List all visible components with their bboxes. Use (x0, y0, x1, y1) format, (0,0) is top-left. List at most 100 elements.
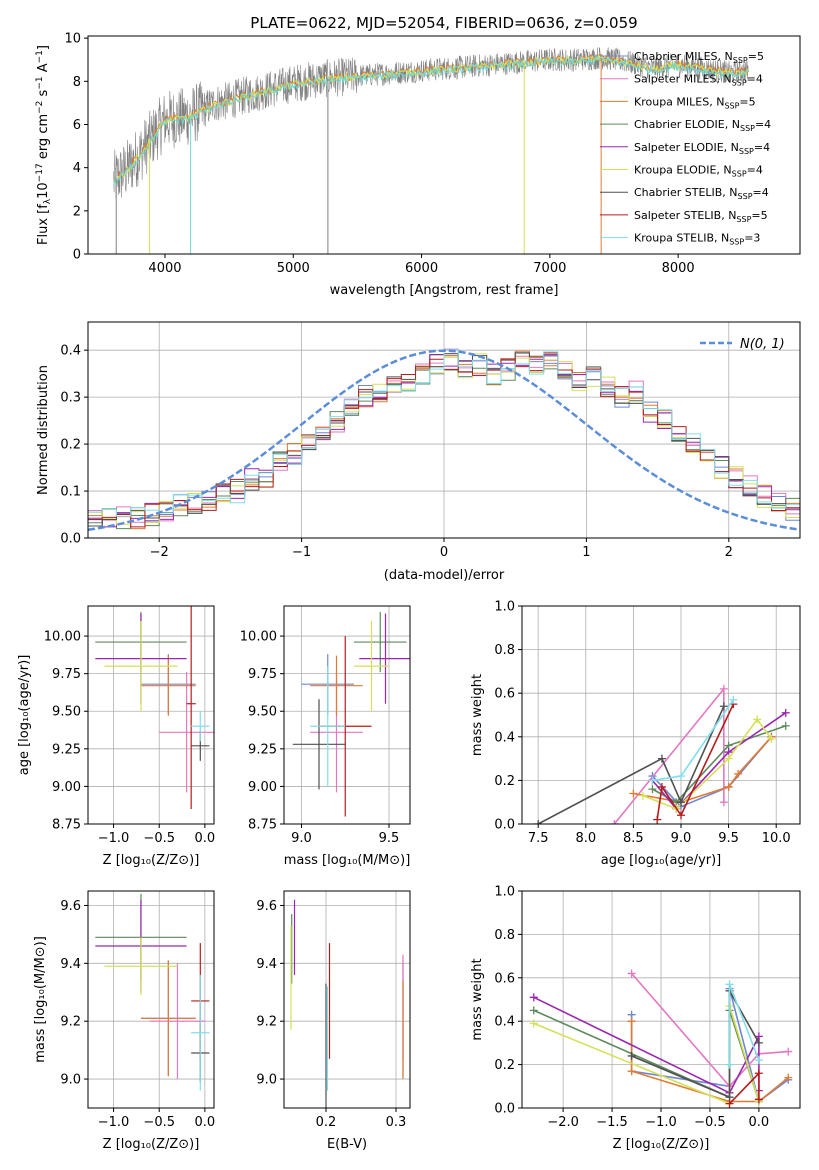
legend-label: Chabrier MILES, NSSP=5 (634, 50, 764, 65)
y-tick-label: 9.2 (60, 1015, 81, 1030)
x-tick-label: −1.0 (98, 1115, 130, 1130)
y-tick-label: 10 (64, 32, 81, 47)
weight-point-marker (719, 684, 728, 693)
data-marks (534, 684, 790, 824)
y-tick-label: 8 (73, 75, 81, 90)
residuals-y-axis-label: Normed distribution (36, 365, 51, 495)
y-axis-label: mass weight (470, 674, 485, 756)
y-tick-label: 9.00 (52, 780, 81, 795)
x-tick-label: 10.0 (762, 831, 791, 846)
weight-point-marker (719, 702, 728, 711)
legend-label: Chabrier ELODIE, NSSP=4 (634, 118, 771, 133)
weight-point-marker (725, 980, 734, 989)
x-tick-label: 0 (440, 545, 448, 560)
y-tick-label: 0.4 (494, 1015, 515, 1030)
weight-point-marker (784, 1073, 793, 1082)
weight-point-marker (529, 993, 538, 1002)
weight-point-marker (657, 782, 666, 791)
x-axis-label: E(B-V) (327, 1137, 367, 1152)
residuals-x-ticks: −2 −1 0 1 2 (150, 538, 733, 560)
x-tick-label: 9.0 (671, 831, 692, 846)
y-tick-label: 4 (73, 161, 81, 176)
x-tick-label: 0.0 (195, 1115, 216, 1130)
weight-point-marker (648, 785, 657, 794)
residuals-y-ticks: 0.0 0.1 0.2 0.3 0.4 (60, 344, 88, 547)
y-tick-label: 0.8 (494, 928, 515, 943)
plot-area (522, 605, 800, 825)
x-tick-label: 0.0 (195, 831, 216, 846)
y-tick-label: 0.2 (494, 1058, 515, 1073)
weight-point-marker (676, 798, 685, 807)
y-tick-label: 9.6 (60, 899, 81, 914)
weight-point-marker (724, 754, 733, 763)
legend-label: Salpeter ELODIE, NSSP=4 (634, 141, 770, 156)
x-tick-label: 0.0 (749, 1115, 770, 1130)
x-tick-label: 5000 (277, 261, 310, 276)
y-tick-label: 0.0 (494, 818, 515, 833)
spectrum-y-axis-label: Flux [fλ10−17 erg cm−2 s−1 A−1] (35, 45, 53, 245)
age-vs-z-panel: −1.0 −0.5 0.0 8.75 9.00 9.25 9.50 9.75 10.00 Z [l… (17, 605, 216, 868)
data-marks (529, 969, 793, 1108)
y-tick-label: 9.75 (248, 667, 277, 682)
weight-point-marker (648, 776, 657, 785)
residuals-x-axis-label: (data-model)/error (384, 568, 505, 583)
y-tick-label: 9.6 (256, 899, 277, 914)
x-tick-label: −1.5 (596, 1115, 628, 1130)
y-tick-label: 9.75 (52, 667, 81, 682)
y-tick-label: 9.25 (52, 742, 81, 757)
x-tick-label: 0.3 (386, 1115, 407, 1130)
weight-series-line (533, 1005, 760, 1105)
weight-series-line (656, 703, 735, 820)
weight-point-marker (653, 815, 662, 824)
x-tick-label: −1 (292, 545, 311, 560)
weight-point-marker (610, 820, 619, 824)
spectrum-title: PLATE=0622, MJD=52054, FIBERID=0636, z=0… (250, 14, 637, 32)
y-tick-label: 1.0 (494, 600, 515, 615)
y-tick-label: 0.2 (494, 774, 515, 789)
weight-point-marker (627, 969, 636, 978)
x-axis-label: age [log₁₀(age/yr)] (601, 853, 722, 868)
y-tick-label: 9.4 (256, 957, 277, 972)
y-tick-label: 2 (73, 204, 81, 219)
x-tick-label: 4000 (148, 261, 181, 276)
x-tick-label: 0.2 (316, 1115, 337, 1130)
weight-series-line (533, 996, 760, 1094)
y-tick-label: 9.2 (256, 1015, 277, 1030)
plot-area (88, 891, 214, 1108)
y-tick-label: 9.50 (52, 705, 81, 720)
weight-point-marker (725, 1099, 734, 1108)
spectrum-traces (113, 47, 749, 254)
residuals-legend: N(0, 1) (700, 337, 785, 352)
weight-point-marker (754, 1095, 763, 1104)
y-tick-label: 0.1 (60, 485, 81, 500)
y-tick-label: 9.00 (248, 780, 277, 795)
y-tick-label: 1.0 (494, 885, 515, 900)
mass-vs-z-panel: −1.0 −0.5 0.0 9.0 9.2 9.4 9.6 Z [log₁₀(Z/Z⊙)] ma… (33, 890, 216, 1152)
spectrum-panel: PLATE=0622, MJD=52054, FIBERID=0636, z=0… (35, 14, 801, 298)
x-tick-label: 9.5 (379, 831, 400, 846)
plot-area (284, 606, 410, 825)
weight-point-marker (719, 798, 728, 807)
y-tick-label: 6 (73, 118, 81, 133)
weight-point-marker (529, 1019, 538, 1028)
spectrum-x-ticks: 4000 5000 6000 7000 8000 (148, 254, 695, 276)
weight-point-marker (734, 769, 743, 778)
axes-frame (283, 605, 411, 825)
spectrum-legend: Chabrier MILES, NSSP=5 Salpeter MILES, NS… (600, 50, 771, 247)
spectrum-plot-area (113, 47, 749, 254)
weight-point-marker (627, 1067, 636, 1076)
x-tick-label: 1 (582, 545, 590, 560)
legend-label: Chabrier STELIB, NSSP=4 (634, 186, 769, 201)
weight-point-marker (638, 791, 647, 800)
x-tick-label: 9.5 (718, 831, 739, 846)
weight-point-marker (529, 1006, 538, 1015)
weight-point-marker (724, 782, 733, 791)
x-axis-label: Z [log₁₀(Z/Z⊙)] (103, 853, 200, 868)
weight-vs-age-panel: 7.5 8.0 8.5 9.0 9.5 10.0 0.0 0.2 0.4 0.6 0.8 1.0 age… (470, 600, 801, 868)
axes-frame (521, 605, 801, 825)
y-axis-label: mass weight (470, 958, 485, 1040)
weight-series-line (651, 736, 773, 808)
x-tick-label: 7.5 (528, 831, 549, 846)
plot-area (284, 891, 410, 1108)
